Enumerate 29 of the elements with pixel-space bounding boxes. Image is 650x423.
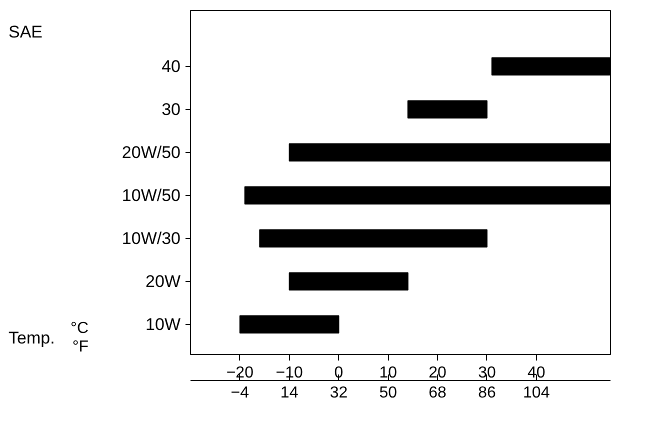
x2-tick-label: 14 — [280, 384, 298, 402]
bar — [239, 315, 340, 334]
x-tick-label: 20 — [428, 364, 447, 382]
x-tick-label: 0 — [334, 364, 344, 382]
x-tick-label: 30 — [478, 364, 496, 382]
x-tick-label: −10 — [276, 364, 303, 382]
x-tick-label: 10 — [379, 364, 398, 382]
x2-tick-label: −4 — [230, 384, 250, 402]
text: Temp. — [8, 328, 55, 348]
x2-tick-label: 68 — [428, 384, 447, 402]
x-tick-label: 40 — [527, 364, 546, 382]
y-tick-label: 40 — [162, 56, 181, 76]
y-tick-label: 10W/50 — [122, 186, 181, 205]
y-tick-label: 30 — [162, 100, 181, 119]
y-tick-label: 10W — [146, 314, 181, 334]
y-tick-label: 20W/50 — [122, 142, 181, 162]
x2-tick-label: 104 — [523, 384, 550, 402]
bar — [259, 229, 488, 248]
x2-tick-label: 50 — [379, 384, 398, 402]
text: SAE — [8, 22, 43, 42]
y-tick-label: 10W/30 — [122, 228, 181, 248]
x2-tick-label: 86 — [478, 384, 496, 402]
x2-tick-label: 32 — [330, 384, 348, 402]
bar — [407, 100, 488, 118]
x-axis-title: °C — [70, 320, 88, 338]
x-tick-label: −20 — [226, 364, 254, 382]
x2-axis-title: °F — [72, 338, 89, 356]
bar — [288, 272, 408, 290]
y-tick-label: 20W — [146, 272, 181, 291]
